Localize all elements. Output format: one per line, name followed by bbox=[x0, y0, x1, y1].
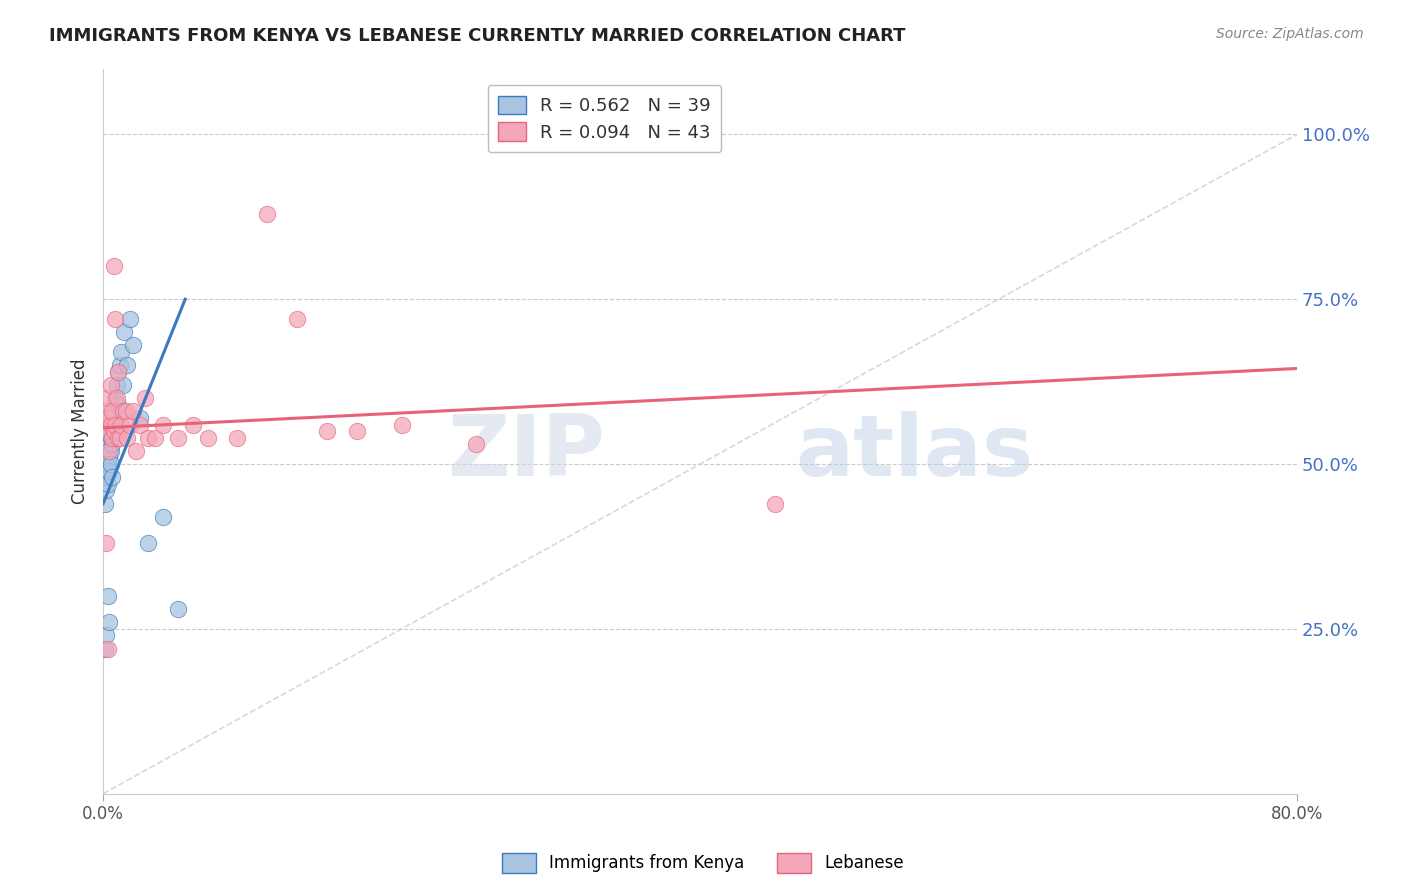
Point bbox=[114, 404, 136, 418]
Point bbox=[134, 391, 156, 405]
Point bbox=[166, 602, 188, 616]
Point bbox=[101, 470, 124, 484]
Point bbox=[107, 398, 129, 412]
Point bbox=[98, 443, 121, 458]
Y-axis label: Currently Married: Currently Married bbox=[72, 359, 89, 504]
Point bbox=[107, 365, 129, 379]
Point bbox=[122, 338, 145, 352]
Point bbox=[97, 443, 120, 458]
Point bbox=[118, 312, 141, 326]
Point bbox=[94, 483, 117, 498]
Legend: R = 0.562   N = 39, R = 0.094   N = 43: R = 0.562 N = 39, R = 0.094 N = 43 bbox=[488, 85, 721, 153]
Point bbox=[104, 312, 127, 326]
Point bbox=[136, 431, 159, 445]
Point bbox=[103, 260, 125, 274]
Text: ZIP: ZIP bbox=[447, 411, 605, 494]
Point bbox=[97, 457, 120, 471]
Point bbox=[108, 431, 131, 445]
Point bbox=[94, 470, 117, 484]
Point bbox=[100, 378, 122, 392]
Point bbox=[129, 411, 152, 425]
Point bbox=[125, 443, 148, 458]
Point bbox=[97, 424, 120, 438]
Point bbox=[100, 443, 122, 458]
Point bbox=[143, 431, 166, 445]
Point bbox=[152, 417, 174, 432]
Point bbox=[104, 404, 127, 418]
Point bbox=[98, 615, 121, 630]
Point bbox=[391, 417, 413, 432]
Point bbox=[98, 411, 121, 425]
Point bbox=[256, 206, 278, 220]
Point bbox=[105, 424, 128, 438]
Point bbox=[285, 312, 308, 326]
Point bbox=[101, 404, 124, 418]
Point bbox=[97, 391, 120, 405]
Point bbox=[346, 424, 368, 438]
Point bbox=[105, 378, 128, 392]
Point bbox=[103, 411, 125, 425]
Point bbox=[103, 424, 125, 438]
Point bbox=[112, 325, 135, 339]
Text: Source: ZipAtlas.com: Source: ZipAtlas.com bbox=[1216, 27, 1364, 41]
Point bbox=[110, 345, 132, 359]
Point bbox=[94, 404, 117, 418]
Point bbox=[115, 431, 138, 445]
Point bbox=[226, 431, 249, 445]
Point bbox=[118, 417, 141, 432]
Point bbox=[108, 358, 131, 372]
Point bbox=[115, 358, 138, 372]
Point bbox=[104, 391, 127, 405]
Point bbox=[101, 437, 124, 451]
Point bbox=[100, 457, 122, 471]
Point bbox=[97, 589, 120, 603]
Point bbox=[152, 509, 174, 524]
Text: IMMIGRANTS FROM KENYA VS LEBANESE CURRENTLY MARRIED CORRELATION CHART: IMMIGRANTS FROM KENYA VS LEBANESE CURREN… bbox=[49, 27, 905, 45]
Point bbox=[98, 437, 121, 451]
Point bbox=[105, 391, 128, 405]
Point bbox=[94, 536, 117, 550]
Point bbox=[103, 431, 125, 445]
Point bbox=[100, 417, 122, 432]
Point bbox=[166, 431, 188, 445]
Point bbox=[129, 417, 152, 432]
Point bbox=[465, 437, 488, 451]
Point bbox=[316, 424, 339, 438]
Point bbox=[107, 365, 129, 379]
Point bbox=[98, 450, 121, 465]
Point bbox=[93, 497, 115, 511]
Point bbox=[110, 417, 132, 432]
Point bbox=[98, 424, 121, 438]
Text: atlas: atlas bbox=[796, 411, 1033, 494]
Point bbox=[98, 464, 121, 478]
Point bbox=[763, 497, 786, 511]
Point bbox=[111, 378, 134, 392]
Point bbox=[122, 404, 145, 418]
Point bbox=[107, 431, 129, 445]
Point bbox=[94, 628, 117, 642]
Point bbox=[111, 404, 134, 418]
Legend: Immigrants from Kenya, Lebanese: Immigrants from Kenya, Lebanese bbox=[495, 847, 911, 880]
Point bbox=[97, 641, 120, 656]
Point bbox=[181, 417, 204, 432]
Point bbox=[97, 476, 120, 491]
Point bbox=[93, 411, 115, 425]
Point bbox=[101, 417, 124, 432]
Point bbox=[100, 431, 122, 445]
Point bbox=[101, 431, 124, 445]
Point bbox=[93, 641, 115, 656]
Point bbox=[136, 536, 159, 550]
Point bbox=[104, 417, 127, 432]
Point bbox=[197, 431, 219, 445]
